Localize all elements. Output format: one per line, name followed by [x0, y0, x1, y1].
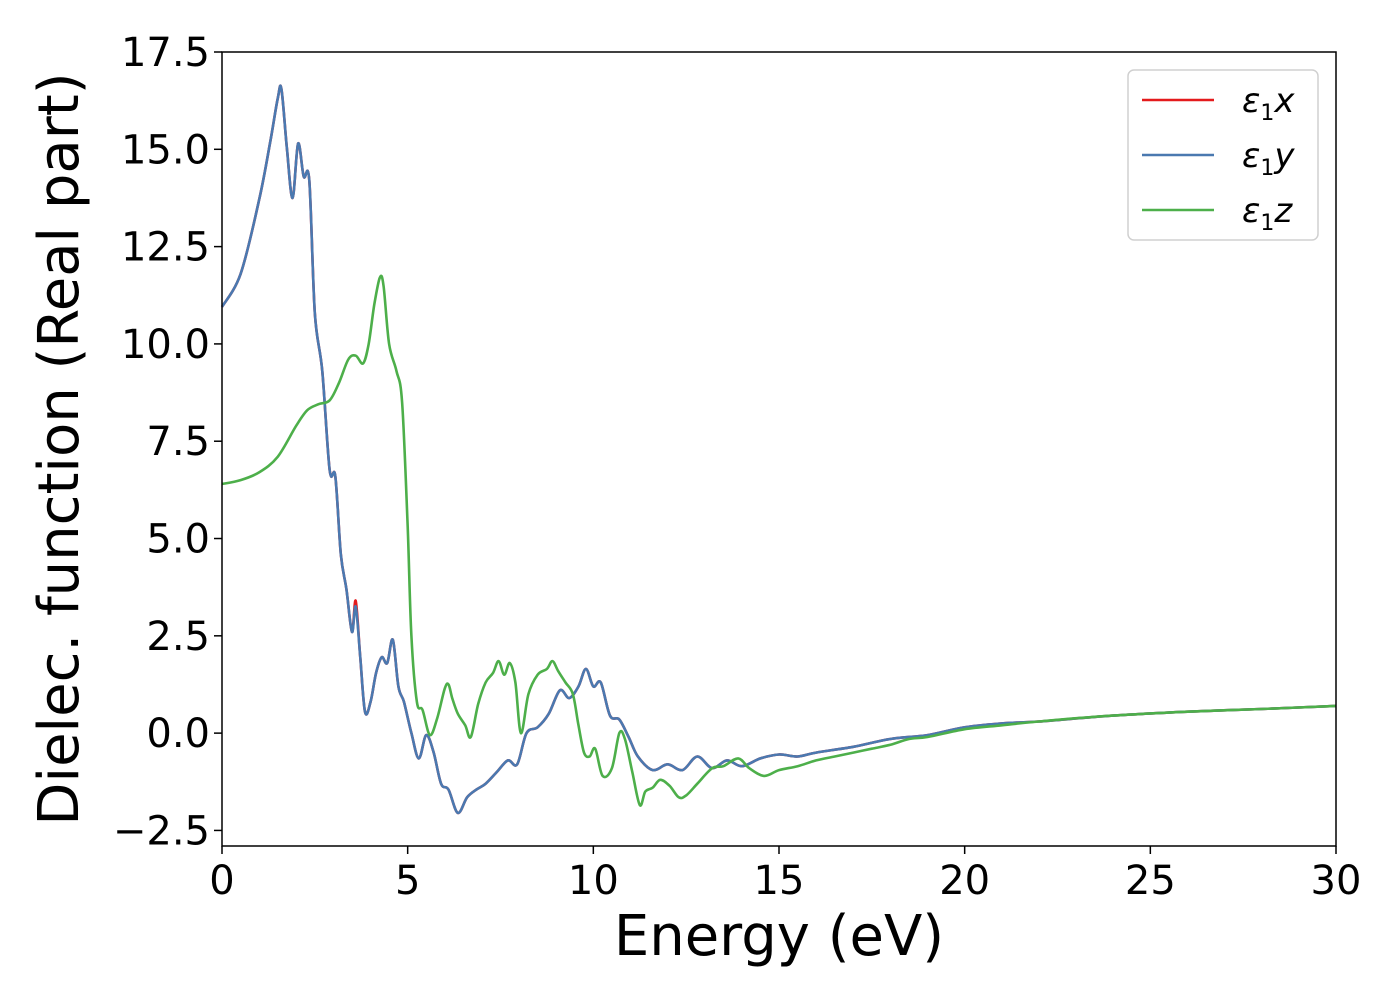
x-tick-label: 30 [1311, 858, 1362, 904]
y-tick-label: 17.5 [121, 30, 210, 76]
x-tick-label: 25 [1125, 858, 1176, 904]
x-tick-label: 5 [395, 858, 420, 904]
y-tick-label: 2.5 [146, 614, 210, 660]
y-tick-label: 10.0 [121, 322, 210, 368]
legend-label-y: ε1y [1242, 136, 1295, 181]
legend-label-z: ε1z [1242, 191, 1293, 236]
series-line-y [220, 84, 1337, 815]
y-tick-label: 15.0 [121, 127, 210, 173]
x-axis-ticks: 0 5 10 15 20 25 30 [209, 846, 1361, 904]
legend-label-x: ε1x [1242, 81, 1295, 126]
y-tick-label: 12.5 [121, 225, 210, 271]
y-axis-label: Dielec. function (Real part) [27, 72, 92, 825]
x-axis-label: Energy (eV) [614, 904, 944, 969]
series-layer [220, 84, 1337, 815]
y-tick-label: 5.0 [146, 517, 210, 563]
y-tick-label: −2.5 [113, 808, 210, 854]
x-tick-label: 0 [209, 858, 234, 904]
y-tick-label: 7.5 [146, 419, 210, 465]
y-axis-ticks: −2.5 0.0 2.5 5.0 7.5 10.0 12.5 15.0 17.5 [113, 30, 222, 854]
legend: ε1x ε1y ε1z [1127, 69, 1319, 241]
x-tick-label: 10 [568, 858, 619, 904]
y-tick-label: 0.0 [146, 711, 210, 757]
series-line-z [221, 274, 1337, 807]
x-tick-label: 20 [939, 858, 990, 904]
x-tick-label: 15 [754, 858, 805, 904]
legend-box [1127, 69, 1319, 241]
